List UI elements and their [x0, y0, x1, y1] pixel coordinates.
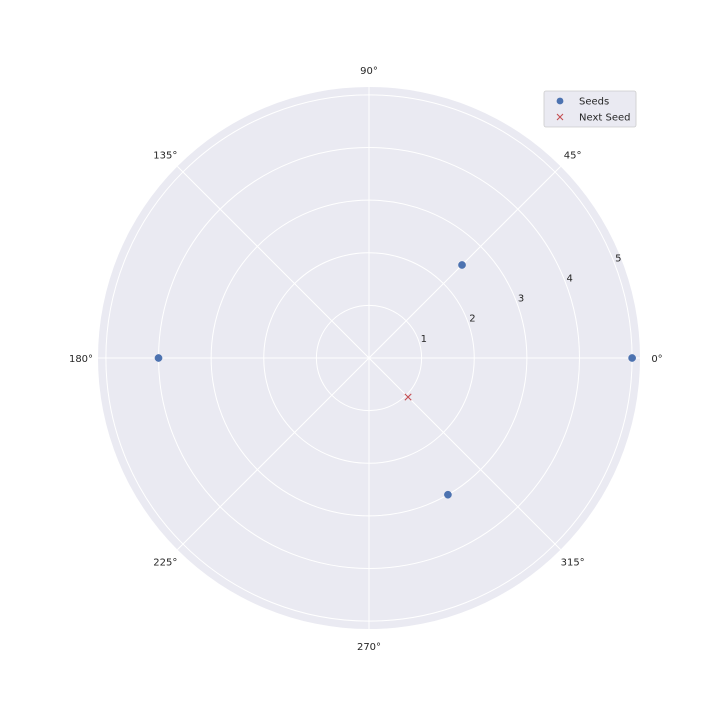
angular-gridline-315: [368, 357, 561, 550]
grid-layer: [98, 87, 640, 629]
theta-tick-label: 225°: [153, 558, 177, 569]
r-tick-label: 4: [566, 273, 572, 284]
seed-point: [628, 354, 636, 362]
seed-point: [458, 261, 466, 269]
data-marks: [154, 261, 636, 499]
theta-tick-label: 0°: [651, 354, 662, 365]
next-seed-marker: [404, 393, 412, 401]
tick-labels: 0° 45° 90° 135° 180° 225° 270° 315° 1 2 3 4 5: [69, 66, 663, 653]
r-tick-label: 3: [518, 294, 524, 305]
angular-gridline-225: [177, 357, 370, 550]
seed-point: [154, 354, 163, 362]
angular-gridline-135: [177, 166, 370, 359]
r-tick-label: 1: [421, 334, 427, 345]
r-tick-label: 5: [615, 253, 621, 264]
theta-tick-label: 90°: [360, 66, 378, 77]
seed-point: [444, 490, 452, 499]
legend-label: Next Seed: [579, 113, 630, 124]
theta-tick-label: 180°: [69, 354, 93, 365]
legend-label: Seeds: [579, 97, 609, 108]
legend-box: [543, 90, 637, 128]
legend-marker-next-seed: [556, 113, 564, 121]
r-tick-label: 2: [469, 314, 475, 325]
theta-tick-label: 270°: [357, 642, 381, 653]
theta-tick-label: 45°: [564, 150, 582, 161]
legend: Seeds Next Seed: [543, 90, 637, 128]
legend-marker-seeds: [556, 97, 564, 105]
theta-tick-label: 315°: [561, 558, 585, 569]
angular-gridline-45: [368, 166, 561, 359]
theta-tick-label: 135°: [153, 150, 177, 161]
